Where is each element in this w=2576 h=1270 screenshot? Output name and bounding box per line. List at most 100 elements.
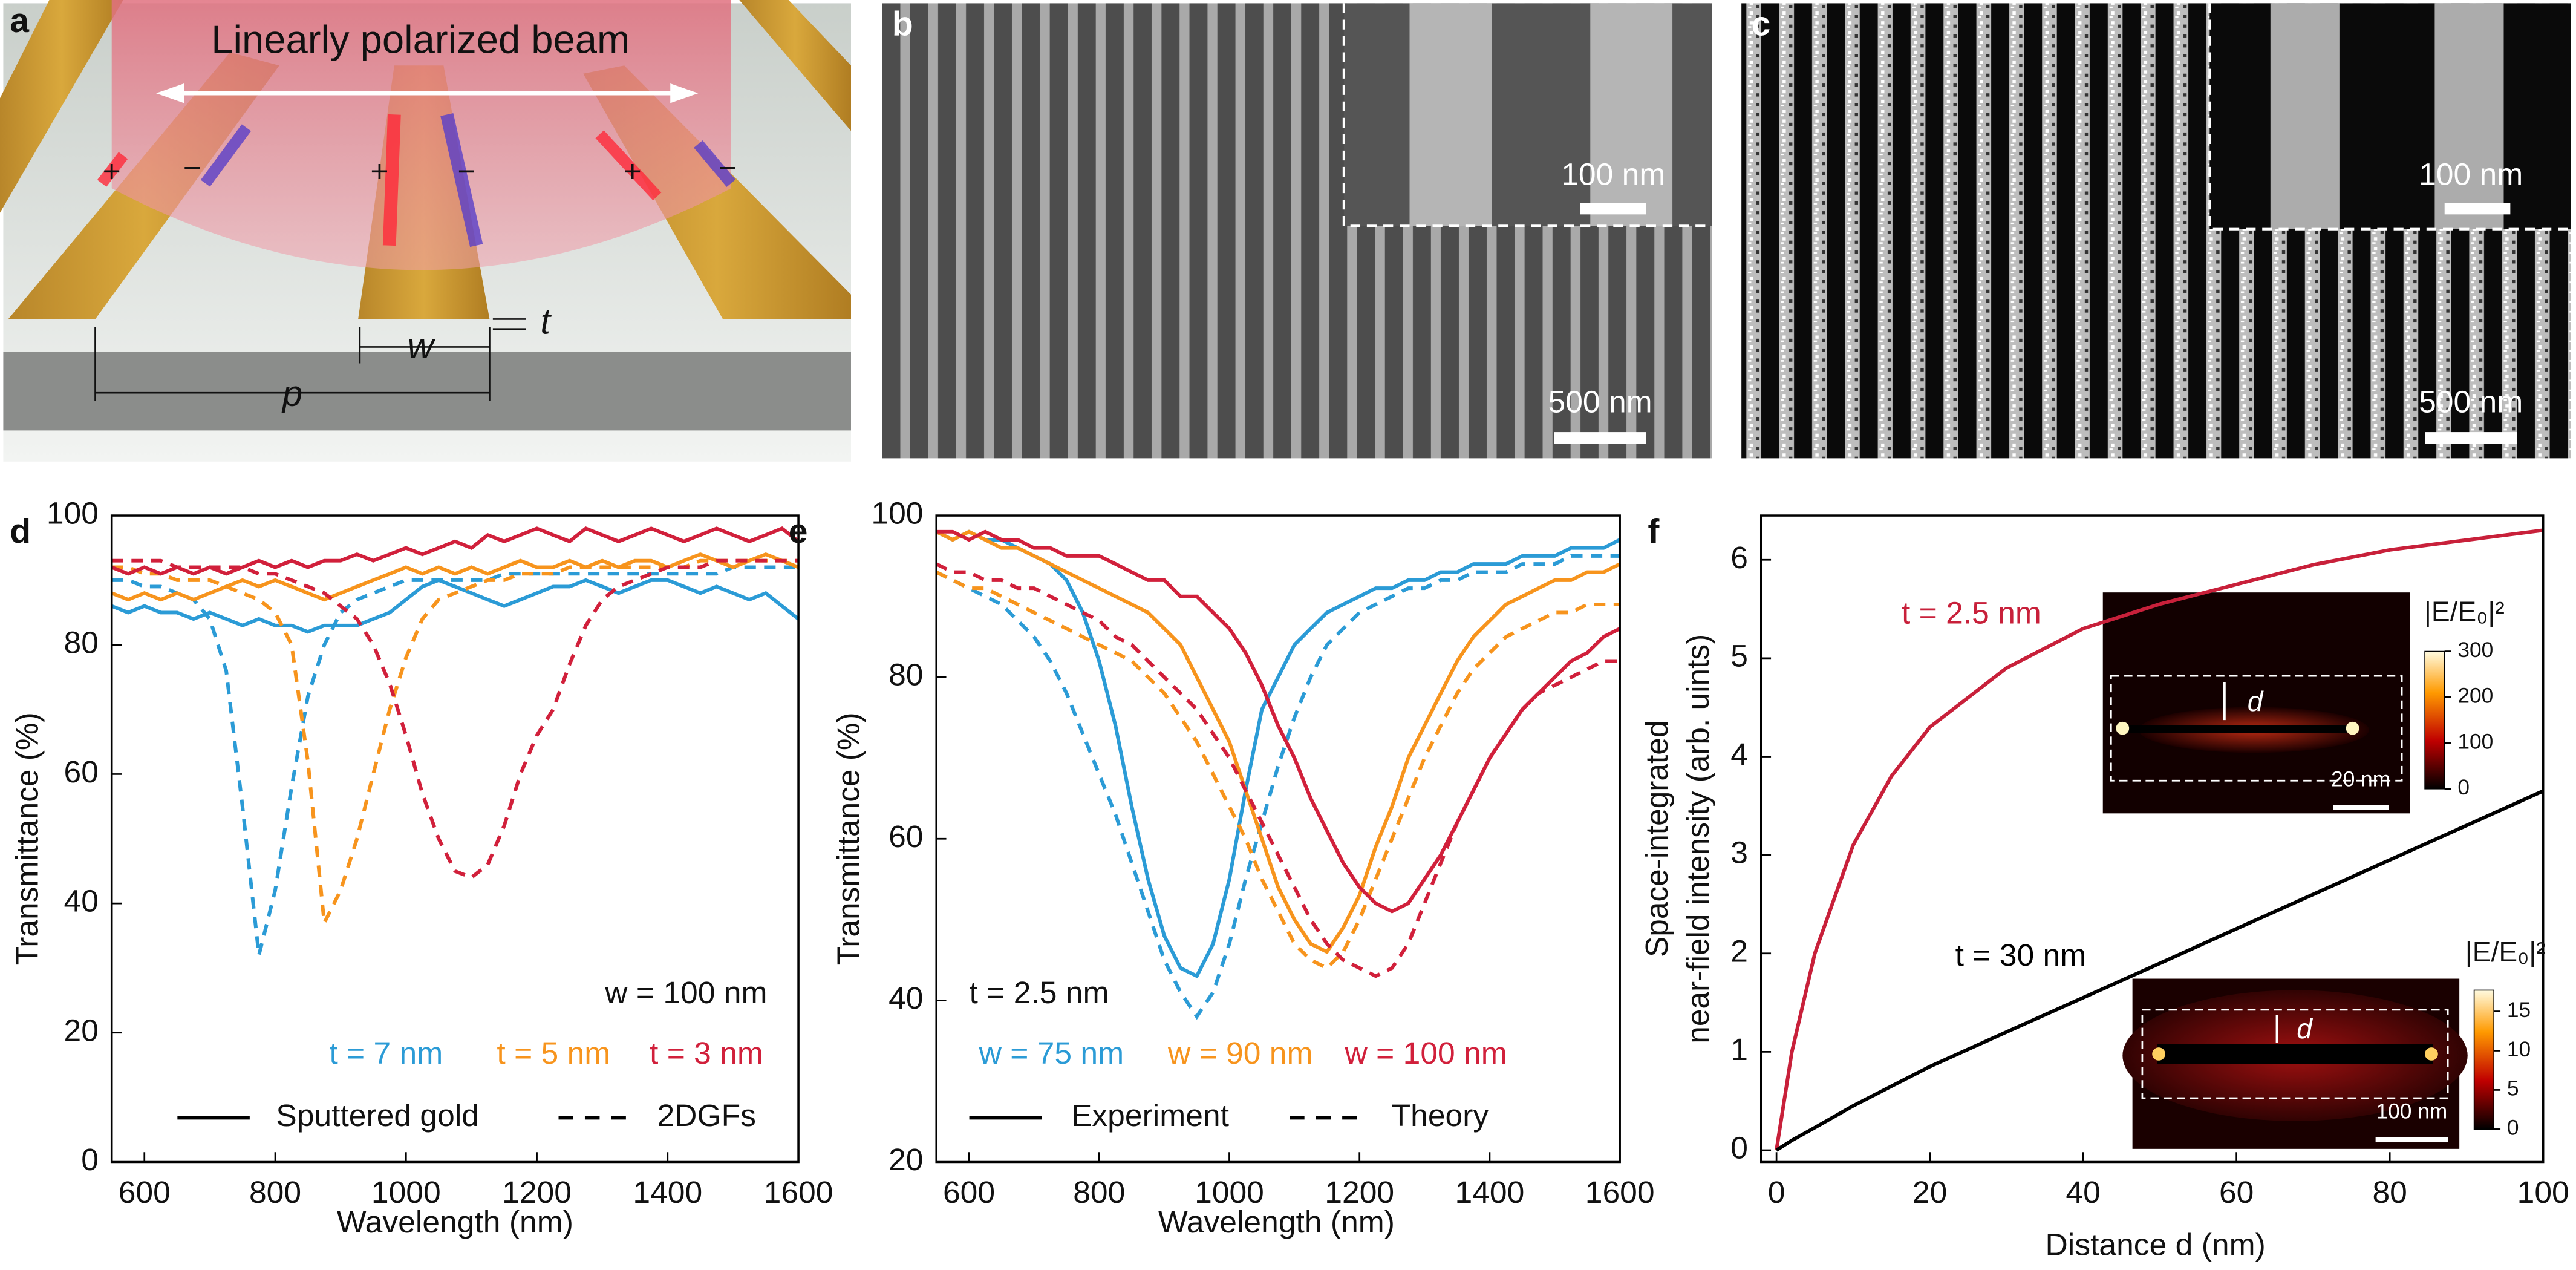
y-axis-label: near-field intensity (arb. uints): [1680, 634, 1715, 1044]
x-axis-label: Distance d (nm): [2046, 1227, 2266, 1262]
x-tick-label: 1400: [1455, 1174, 1525, 1209]
charge-glow: [694, 140, 736, 188]
x-tick-label: 60: [2219, 1174, 2254, 1209]
charge-glow: [440, 113, 483, 247]
sem-inset-bar: [1409, 3, 1492, 226]
y-tick-label: 20: [64, 1012, 99, 1047]
panel-letter: a: [10, 1, 30, 40]
series-label: t = 7 nm: [329, 1035, 443, 1070]
hotspot: [2425, 1047, 2438, 1061]
x-tick-label: 800: [249, 1174, 301, 1209]
inset-border: [2208, 3, 2571, 231]
y-tick-label: 5: [1730, 638, 1748, 673]
colorbar-tick-label: 100: [2457, 730, 2493, 753]
panel-letter: f: [1648, 512, 1660, 551]
scale-label: 100 nm: [2419, 157, 2523, 192]
legend-label: Theory: [1392, 1098, 1489, 1133]
series-label: w = 90 nm: [1167, 1035, 1313, 1070]
charge-glow: [200, 124, 252, 187]
dim-label: t: [540, 301, 552, 341]
x-tick-label: 1200: [502, 1174, 572, 1209]
legend-label: 2DGFs: [657, 1098, 755, 1133]
legend-label: Sputtered gold: [276, 1098, 479, 1133]
series-label: t = 5 nm: [497, 1035, 610, 1070]
colorbar: [2424, 650, 2445, 790]
y-tick-label: 100: [871, 496, 923, 531]
charge: −: [457, 153, 475, 188]
y-tick-label: 4: [1730, 736, 1748, 771]
colorbar-tick-label: 300: [2457, 638, 2493, 662]
nanostrip: [2157, 1044, 2433, 1064]
colorbar: [2473, 989, 2495, 1130]
x-tick-label: 800: [1073, 1174, 1125, 1209]
y-tick-label: 0: [81, 1142, 99, 1177]
charge-glow: [595, 130, 662, 201]
series-label: t = 3 nm: [650, 1035, 763, 1070]
heatmap: [2102, 592, 2410, 814]
x-axis-label: Wavelength (nm): [337, 1204, 573, 1239]
series-label: w = 100 nm: [1345, 1035, 1507, 1070]
dashed-line: [935, 562, 1620, 978]
panel-b: b 100 nm 500 nm: [882, 3, 1712, 459]
colorbar-label: |E/E₀|²: [2424, 596, 2505, 627]
y-tick-label: 1: [1730, 1032, 1748, 1067]
y-tick-label: 80: [64, 624, 99, 660]
scale-bar: [1554, 432, 1646, 444]
arrow-head: [156, 83, 184, 103]
hotspot: [2152, 1047, 2165, 1061]
annotation: w = 100 nm: [604, 975, 767, 1010]
scale-label: 500 nm: [2419, 384, 2523, 419]
colorbar-tick-label: 0: [2457, 776, 2470, 799]
beam: [111, 0, 731, 270]
x-tick-label: 1600: [1585, 1174, 1655, 1209]
sem-inset-bar: [2270, 3, 2340, 229]
y-tick-label: 40: [64, 883, 99, 918]
charge-glow: [97, 152, 128, 187]
charge: −: [183, 150, 201, 185]
annotation: t = 2.5 nm: [970, 975, 1109, 1010]
plot-frame: [1759, 514, 2545, 1164]
integration-box: [2141, 1009, 2449, 1099]
gap-label: d: [2248, 686, 2264, 717]
legend-label: Experiment: [1071, 1098, 1229, 1133]
solid-line: [111, 578, 800, 634]
charge: +: [103, 153, 121, 188]
solid-line: [111, 526, 800, 576]
x-tick-label: 80: [2372, 1174, 2407, 1209]
integration-box: [2110, 675, 2403, 782]
y-tick-label: 60: [889, 819, 923, 854]
y-tick-label: 0: [1730, 1130, 1748, 1165]
scale-bar: [2333, 805, 2389, 810]
solid-line: [1775, 789, 2544, 1152]
scale-label: 500 nm: [1548, 384, 1652, 419]
dimension-lines: [94, 318, 526, 401]
colorbar-tick-label: 200: [2457, 684, 2493, 708]
y-tick-label: 60: [64, 754, 99, 789]
sem-inset: [2209, 3, 2571, 229]
y-tick-label: 80: [889, 657, 923, 692]
scale-label: 100 nm: [2376, 1100, 2448, 1124]
scale-bar: [2375, 1137, 2448, 1143]
y-tick-label: 20: [889, 1142, 923, 1177]
hotspot: [2346, 721, 2359, 735]
x-tick-label: 1400: [633, 1174, 702, 1209]
y-tick-label: 6: [1730, 540, 1748, 575]
colorbar-tick-label: 10: [2507, 1038, 2531, 1061]
x-tick-label: 600: [943, 1174, 995, 1209]
dim-label: p: [281, 373, 302, 413]
y-axis-label: Space-integrated: [1639, 721, 1674, 957]
panel-letter: c: [1751, 4, 1770, 43]
series-label: t = 30 nm: [1955, 937, 2087, 972]
series-label: w = 75 nm: [979, 1035, 1124, 1070]
panel-a: a Linearly polarized beam + − + − + − w …: [0, 0, 851, 462]
plot-frame: [935, 514, 1621, 1164]
x-tick-label: 20: [1912, 1174, 1947, 1209]
panel-letter: b: [892, 4, 913, 43]
x-tick-label: 1600: [764, 1174, 833, 1209]
solid-line: [1775, 528, 2544, 1151]
colorbar-tick-label: 5: [2507, 1077, 2519, 1101]
heatmap-insets: [2102, 592, 2468, 1149]
y-axis-label: Transmittance (%): [9, 712, 44, 965]
sem-inset-bar: [1590, 3, 1673, 226]
